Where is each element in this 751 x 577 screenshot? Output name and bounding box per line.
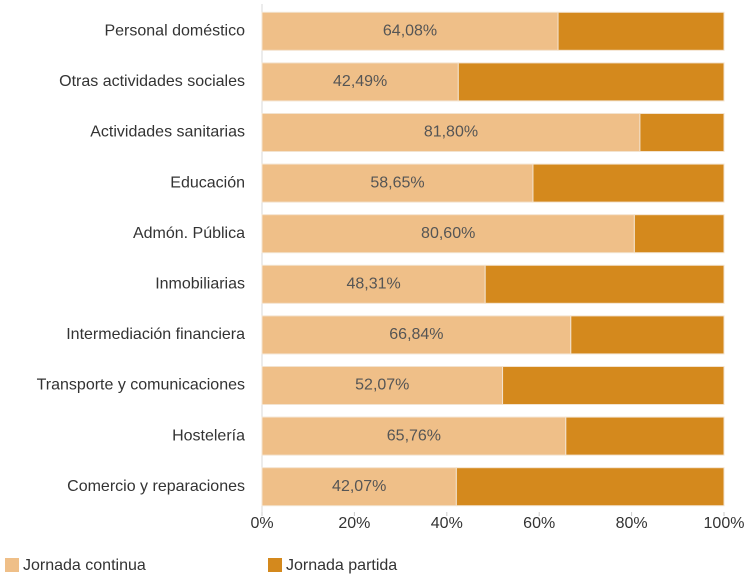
x-tick-label: 20% [338, 515, 370, 532]
bar-segment [570, 315, 725, 355]
bar-segment [261, 62, 459, 102]
x-tick-label: 80% [616, 515, 648, 532]
value-label: 42,07% [332, 478, 386, 495]
category-label: Inmobiliarias [155, 276, 245, 293]
x-tick-label: 100% [704, 515, 745, 532]
bar-segment [457, 62, 725, 102]
category-label: Hostelería [172, 427, 245, 444]
value-label: 42,49% [333, 73, 387, 90]
category-label: Admón. Pública [133, 225, 245, 242]
legend-swatch [268, 558, 282, 572]
legend-swatch [5, 558, 19, 572]
bar-segment [261, 416, 567, 456]
x-tick-label: 40% [431, 515, 463, 532]
category-label: Actividades sanitarias [90, 124, 245, 141]
bar-segment [261, 264, 486, 304]
bar-segment [502, 366, 725, 405]
legend-label: Jornada partida [286, 557, 397, 574]
value-label: 81,80% [424, 124, 478, 141]
bar-segment [633, 214, 725, 254]
value-label: 66,84% [389, 326, 443, 343]
value-label: 58,65% [370, 174, 424, 191]
category-label: Personal doméstico [104, 23, 245, 40]
value-label: 65,76% [387, 427, 441, 444]
bar-segment [565, 416, 725, 456]
category-label: Transporte y comunicaciones [37, 377, 245, 394]
value-label: 80,60% [421, 225, 475, 242]
bar-segment [532, 163, 725, 203]
x-tick-label: 0% [250, 515, 273, 532]
bar-segment [261, 214, 635, 254]
bar-segment [261, 163, 534, 203]
bar-segment [557, 11, 725, 51]
category-label: Comercio y reparaciones [67, 478, 245, 495]
category-label: Intermediación financiera [66, 326, 245, 343]
bar-segment [261, 113, 641, 152]
value-label: 48,31% [346, 276, 400, 293]
legend-label: Jornada continua [23, 557, 146, 574]
value-label: 52,07% [355, 377, 409, 394]
value-label: 64,08% [383, 23, 437, 40]
bar-segment [639, 113, 725, 152]
category-label: Educación [170, 174, 245, 191]
category-label: Otras actividades sociales [59, 73, 245, 90]
bar-segment [484, 264, 725, 304]
bar-segment [261, 11, 559, 51]
bar-segment [455, 467, 725, 507]
x-tick-label: 60% [523, 515, 555, 532]
